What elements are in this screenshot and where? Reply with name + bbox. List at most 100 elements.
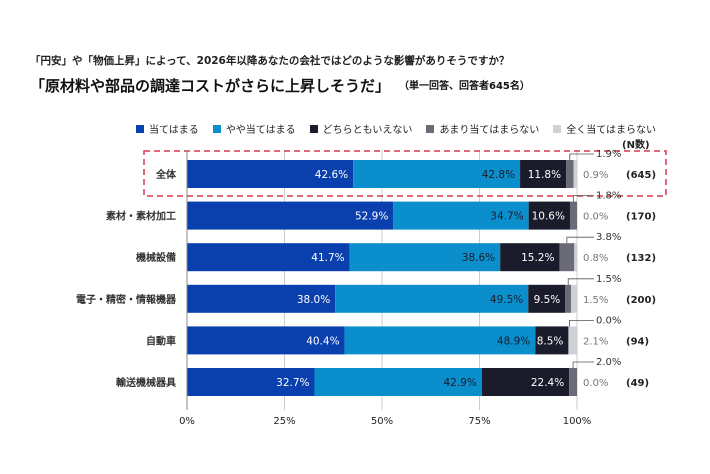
chart-subtitle: （単一回答、回答者645名）: [404, 81, 530, 92]
category-label: 素材・素材加工: [106, 210, 176, 223]
bar-segment: [187, 243, 350, 272]
legend-item: どちらともいえない: [309, 121, 413, 136]
bar-segment: [559, 243, 575, 272]
data-label: 42.9%: [443, 377, 476, 389]
bar-segment: [569, 201, 577, 230]
bar-segment: [349, 243, 501, 272]
bar-segment: [571, 284, 577, 313]
category-label: 機械設備: [136, 251, 176, 264]
bar-segment: [569, 368, 577, 396]
legend-label: 当てはまる: [149, 125, 199, 136]
legend-label: どちらともいえない: [322, 125, 413, 136]
data-label: 1.9%: [596, 149, 621, 160]
leader-line: [573, 195, 594, 202]
survey-question: 「円安」や「物価上昇」によって、2026年以降あなたの会社ではどのような影響があ…: [30, 55, 510, 67]
leader-line: [572, 361, 594, 368]
n-count-header: (N数): [622, 140, 650, 151]
data-label: 10.6%: [532, 211, 565, 223]
data-label: 34.7%: [490, 211, 523, 223]
data-label: 42.6%: [315, 169, 348, 181]
category-label: 全体: [155, 168, 177, 181]
category-label: 自動車: [146, 334, 176, 347]
legend-item: やや当てはまる: [212, 121, 296, 136]
data-label: 0.0%: [596, 315, 621, 326]
bar-segment: [187, 368, 315, 396]
legend-swatch: [426, 124, 435, 133]
data-label: 49.5%: [490, 294, 523, 306]
leader-line: [569, 319, 594, 327]
legend-label: やや当てはまる: [225, 125, 296, 136]
legend-item: 全く当てはまらない: [553, 121, 656, 136]
bar-segment: [520, 160, 567, 188]
category-label: 輸送機械器具: [116, 376, 176, 389]
bar-segment: [314, 368, 482, 396]
bar-segment: [481, 368, 570, 396]
chart-title: 「原材料や部品の調達コストがさらに上昇しそうだ」 （単一回答、回答者645名）: [30, 75, 530, 96]
x-tick-label: 25%: [273, 416, 295, 427]
leader-line: [566, 236, 594, 244]
data-label: 41.7%: [311, 252, 344, 264]
legend-item: あまり当てはまらない: [426, 121, 539, 136]
data-label: 9.5%: [534, 294, 561, 306]
bar-segment: [566, 160, 574, 188]
data-label: 42.8%: [482, 169, 515, 181]
bar-segment: [573, 160, 577, 188]
highlight-box: [143, 150, 667, 197]
category-label: 電子・精密・情報機器: [76, 293, 177, 306]
data-label: 8.5%: [537, 335, 564, 347]
bar-segment: [353, 160, 521, 188]
bar-segment: [187, 326, 345, 355]
leader-line: [567, 278, 594, 285]
data-label: 38.6%: [462, 252, 495, 264]
data-label: 1.5%: [583, 295, 608, 306]
bar-segment: [335, 284, 529, 313]
n-count: (49): [626, 378, 649, 389]
legend-swatch: [309, 124, 318, 133]
data-label: 38.0%: [297, 294, 330, 306]
data-label: 1.5%: [596, 274, 621, 285]
data-label: 22.4%: [531, 377, 564, 389]
bar-segment: [187, 201, 394, 230]
bar-segment: [568, 326, 577, 355]
data-label: 2.0%: [596, 357, 621, 368]
bar-segment: [565, 284, 572, 313]
data-label: 15.2%: [521, 252, 554, 264]
chart-title-text: 「原材料や部品の調達コストがさらに上昇しそうだ」: [30, 77, 391, 95]
data-label: 0.0%: [583, 378, 608, 389]
bar-segment: [574, 243, 578, 272]
bar-segment: [344, 326, 536, 355]
data-label: 32.7%: [276, 377, 309, 389]
data-label: 52.9%: [355, 211, 388, 223]
data-label: 0.0%: [583, 212, 608, 223]
x-tick-label: 75%: [468, 416, 490, 427]
bar-segment: [187, 284, 336, 313]
data-label: 48.9%: [497, 335, 530, 347]
n-count: (645): [626, 170, 656, 181]
n-count: (94): [626, 336, 649, 347]
n-count: (132): [626, 253, 656, 264]
legend-swatch: [136, 124, 144, 133]
legend-label: 全く当てはまらない: [566, 125, 657, 136]
n-count: (200): [626, 295, 656, 306]
legend-swatch: [212, 124, 221, 133]
x-tick-label: 50%: [371, 416, 393, 427]
bar-segment: [528, 284, 566, 313]
x-tick-label: 0%: [179, 416, 195, 427]
data-label: 0.9%: [583, 170, 608, 181]
legend-label: あまり当てはまらない: [439, 125, 540, 136]
legend: 当てはまる やや当てはまる どちらともいえない あまり当てはまらない 全く当てはまらない: [136, 121, 656, 136]
data-label: 2.1%: [583, 336, 608, 347]
x-tick-label: 100%: [563, 416, 592, 427]
bar-segment: [393, 201, 529, 230]
data-label: 40.4%: [306, 335, 339, 347]
n-count: (170): [626, 212, 656, 223]
data-label: 3.8%: [596, 232, 621, 243]
bar-segment: [535, 326, 569, 355]
bar-segment: [528, 201, 570, 230]
leader-line: [569, 153, 594, 160]
legend-swatch: [553, 124, 562, 133]
bar-segment: [187, 160, 354, 188]
data-label: 1.8%: [596, 191, 621, 202]
data-label: 0.8%: [583, 253, 608, 264]
